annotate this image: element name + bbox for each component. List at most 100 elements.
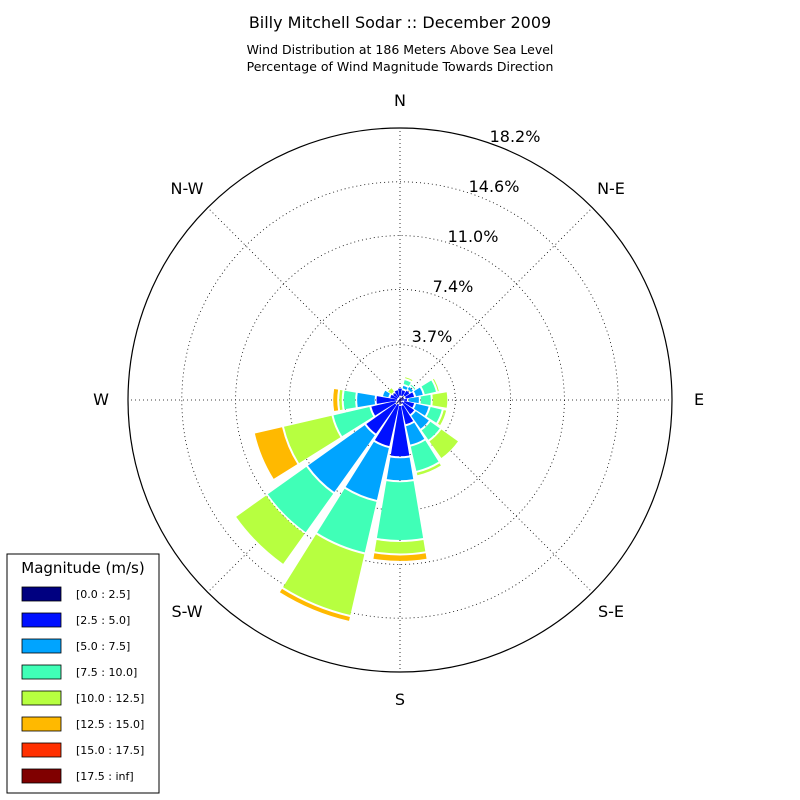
legend-label: [5.0 : 7.5] [76,640,130,653]
wind-bar-segment [393,388,398,390]
wind-bar-segment [400,400,403,402]
wind-bar-segment [403,401,415,408]
legend-swatch [21,768,62,784]
wind-bar-segment [403,390,410,397]
grid-spoke [399,399,593,593]
wind-bar-segment [383,390,390,398]
wind-bar-segment [411,411,429,429]
wind-bar-segment [408,396,419,404]
chart-subtitle-line-1: Wind Distribution at 186 Meters Above Se… [247,42,554,57]
legend-swatch [21,586,62,602]
legend-label: [10.0 : 12.5] [76,692,144,705]
legend-label: [15.0 : 17.5] [76,744,144,757]
wind-bar-segment [402,385,408,390]
legend-label: [0.0 : 2.5] [76,588,130,601]
legend-title: Magnitude (m/s) [21,559,144,577]
wind-bar-segment [339,389,343,411]
wind-bar-segment [373,553,427,561]
wind-bar-segment [410,384,416,390]
direction-label: N-E [597,179,625,198]
legend-swatch [21,638,62,654]
legend-entries: [0.0 : 2.5] [2.5 : 5.0] [5.0 : 7.5] [7.5 : … [21,586,144,784]
wind-bar-segment [333,407,374,437]
legend: Magnitude (m/s) [0.0 : 2.5] [2.5 : 5.0] [5… [6,553,160,794]
direction-label: W [93,390,109,409]
wind-bar-segment [307,425,375,493]
wind-bar-segment [386,457,414,481]
wind-bar-segment [399,399,400,400]
direction-label: N [394,91,406,110]
wind-bar-segment [398,388,402,396]
legend-swatch [21,742,62,758]
radial-tick-label: 18.2% [490,127,541,146]
wind-bar-segment [413,403,429,416]
wind-bar-segment [267,466,334,533]
wind-bar-segment [400,400,403,404]
wind-bar-segment [371,401,397,416]
radial-tick-label: 14.6% [469,177,520,196]
wind-bar-segment [317,488,377,553]
wind-bar-segment [376,481,424,540]
wind-bar-segment [400,397,402,400]
wind-bar-segment [388,388,394,394]
wind-bar-segment [438,410,447,426]
wind-bar-segment [413,387,423,397]
legend-label: [12.5 : 15.0] [76,718,144,731]
wind-bar-segment [432,378,439,392]
wind-bar-segment [400,400,401,401]
grid-circle [181,181,619,619]
radial-tick-label: 3.7% [412,327,453,346]
legend-swatch [21,612,62,628]
legend-label: [2.5 : 5.0] [76,614,130,627]
polar-labels: N N-E E S-E S S-W W N-W 3.7% 7.4% 11.0% 14.6% 18.2% [93,91,704,709]
wind-bar-segment [397,400,400,402]
legend-label: [7.5 : 10.0] [76,666,137,679]
wind-bar-segment [420,394,431,406]
wind-bar-segment [394,390,400,398]
wind-bar-segment [399,397,401,400]
wind-bar-segment [401,390,406,397]
direction-label: E [694,390,704,409]
wind-bar-segment [416,463,441,476]
wind-bar-segment [393,393,399,399]
wind-bar-segment [254,427,298,479]
wind-bar-segment [374,540,426,554]
legend-label: [17.5 : inf] [76,770,134,783]
wind-bar-segment [400,397,404,400]
wind-bar-segment [374,403,399,447]
wind-bar-segment [401,405,414,425]
direction-label: S-E [598,602,624,621]
wind-bar-segment [401,398,407,402]
wind-bar-segment [426,407,442,423]
wind-bar-segment [399,399,400,400]
wind-bar-segment [407,387,413,393]
grid-spoke [399,207,593,401]
direction-label: S [395,690,405,709]
wind-bar-segment [279,588,350,621]
wind-bar-segment [403,380,411,387]
legend-swatch [21,716,62,732]
wind-bar-segment [429,429,458,458]
radial-tick-label: 7.4% [433,277,474,296]
wind-bar-segment [399,400,401,404]
radial-tick-label: 11.0% [448,227,499,246]
wind-bar-segment [283,534,365,616]
wind-bar-segment [405,392,415,399]
wind-bar-segment [432,392,448,408]
wind-bar-segment [345,441,389,500]
wind-bar-segment [405,377,413,381]
chart-title: Billy Mitchell Sodar :: December 2009 [249,13,551,32]
wind-bar-segment [398,400,400,403]
wind-bar-segment [406,422,425,445]
wind-bar-segment [376,396,398,404]
wind-bar-segment [390,394,398,400]
wind-bar-segment [390,405,410,457]
direction-label: N-W [171,179,204,198]
polar-outer-circle [127,127,673,673]
wind-bar-segment [421,421,440,440]
wind-bars [236,377,458,621]
wind-bar-segment [236,495,305,564]
wind-bar-segment [333,388,339,412]
wind-bar-segment [343,390,356,410]
grid-circle [289,289,511,511]
